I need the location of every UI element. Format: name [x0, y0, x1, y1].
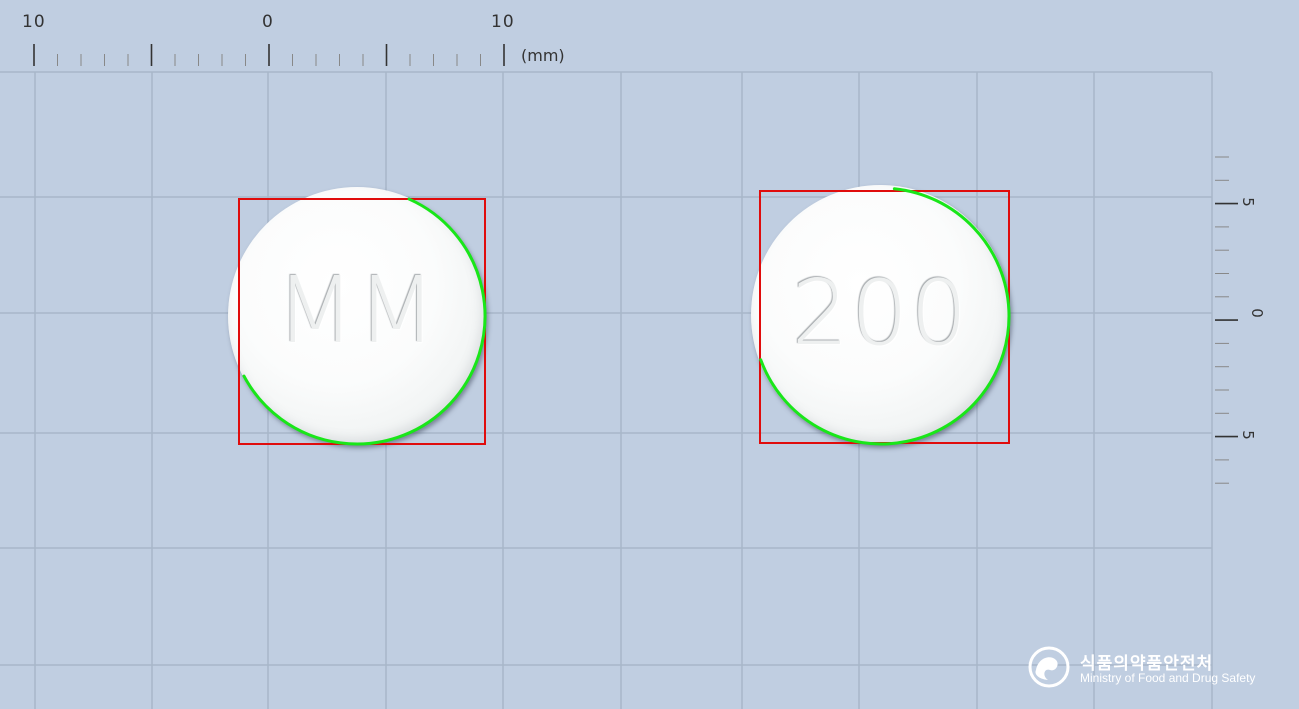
top-scale-label-10-left: 10 — [22, 12, 46, 32]
logo-korean-text: 식품의약품안전처 — [1080, 654, 1214, 674]
top-scale-label-10-right: 10 — [491, 12, 515, 32]
tablet-imprint-mm: MM — [275, 257, 439, 364]
contour-tablet-2 — [759, 187, 1011, 446]
scale-unit-label: (mm) — [521, 46, 565, 65]
top-scale-label-0: 0 — [262, 12, 274, 32]
tablet-imprint-200: 200 — [791, 261, 970, 366]
mfds-logo-icon — [1028, 646, 1070, 688]
tablet-200: 200 — [751, 185, 1010, 445]
contour-tablet-1 — [242, 197, 487, 446]
logo-english-text: Ministry of Food and Drug Safety — [1080, 671, 1256, 685]
tablet-mm: MM — [228, 187, 486, 445]
